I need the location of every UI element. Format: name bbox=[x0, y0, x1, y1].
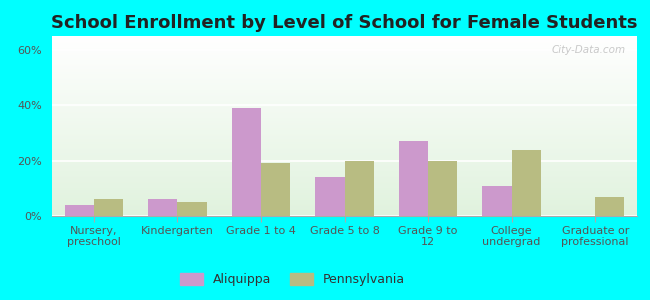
Bar bbox=[231, 108, 261, 216]
Bar bbox=[399, 141, 428, 216]
Bar bbox=[64, 205, 94, 216]
Bar bbox=[512, 149, 541, 216]
Title: School Enrollment by Level of School for Female Students: School Enrollment by Level of School for… bbox=[51, 14, 638, 32]
Bar bbox=[148, 200, 177, 216]
Bar bbox=[595, 196, 625, 216]
Bar bbox=[94, 200, 123, 216]
Bar bbox=[482, 185, 512, 216]
Bar bbox=[177, 202, 207, 216]
Bar bbox=[428, 160, 458, 216]
Bar bbox=[315, 177, 344, 216]
Bar bbox=[344, 160, 374, 216]
Text: City-Data.com: City-Data.com bbox=[551, 45, 625, 55]
Legend: Aliquippa, Pennsylvania: Aliquippa, Pennsylvania bbox=[176, 268, 410, 291]
Bar bbox=[261, 164, 290, 216]
